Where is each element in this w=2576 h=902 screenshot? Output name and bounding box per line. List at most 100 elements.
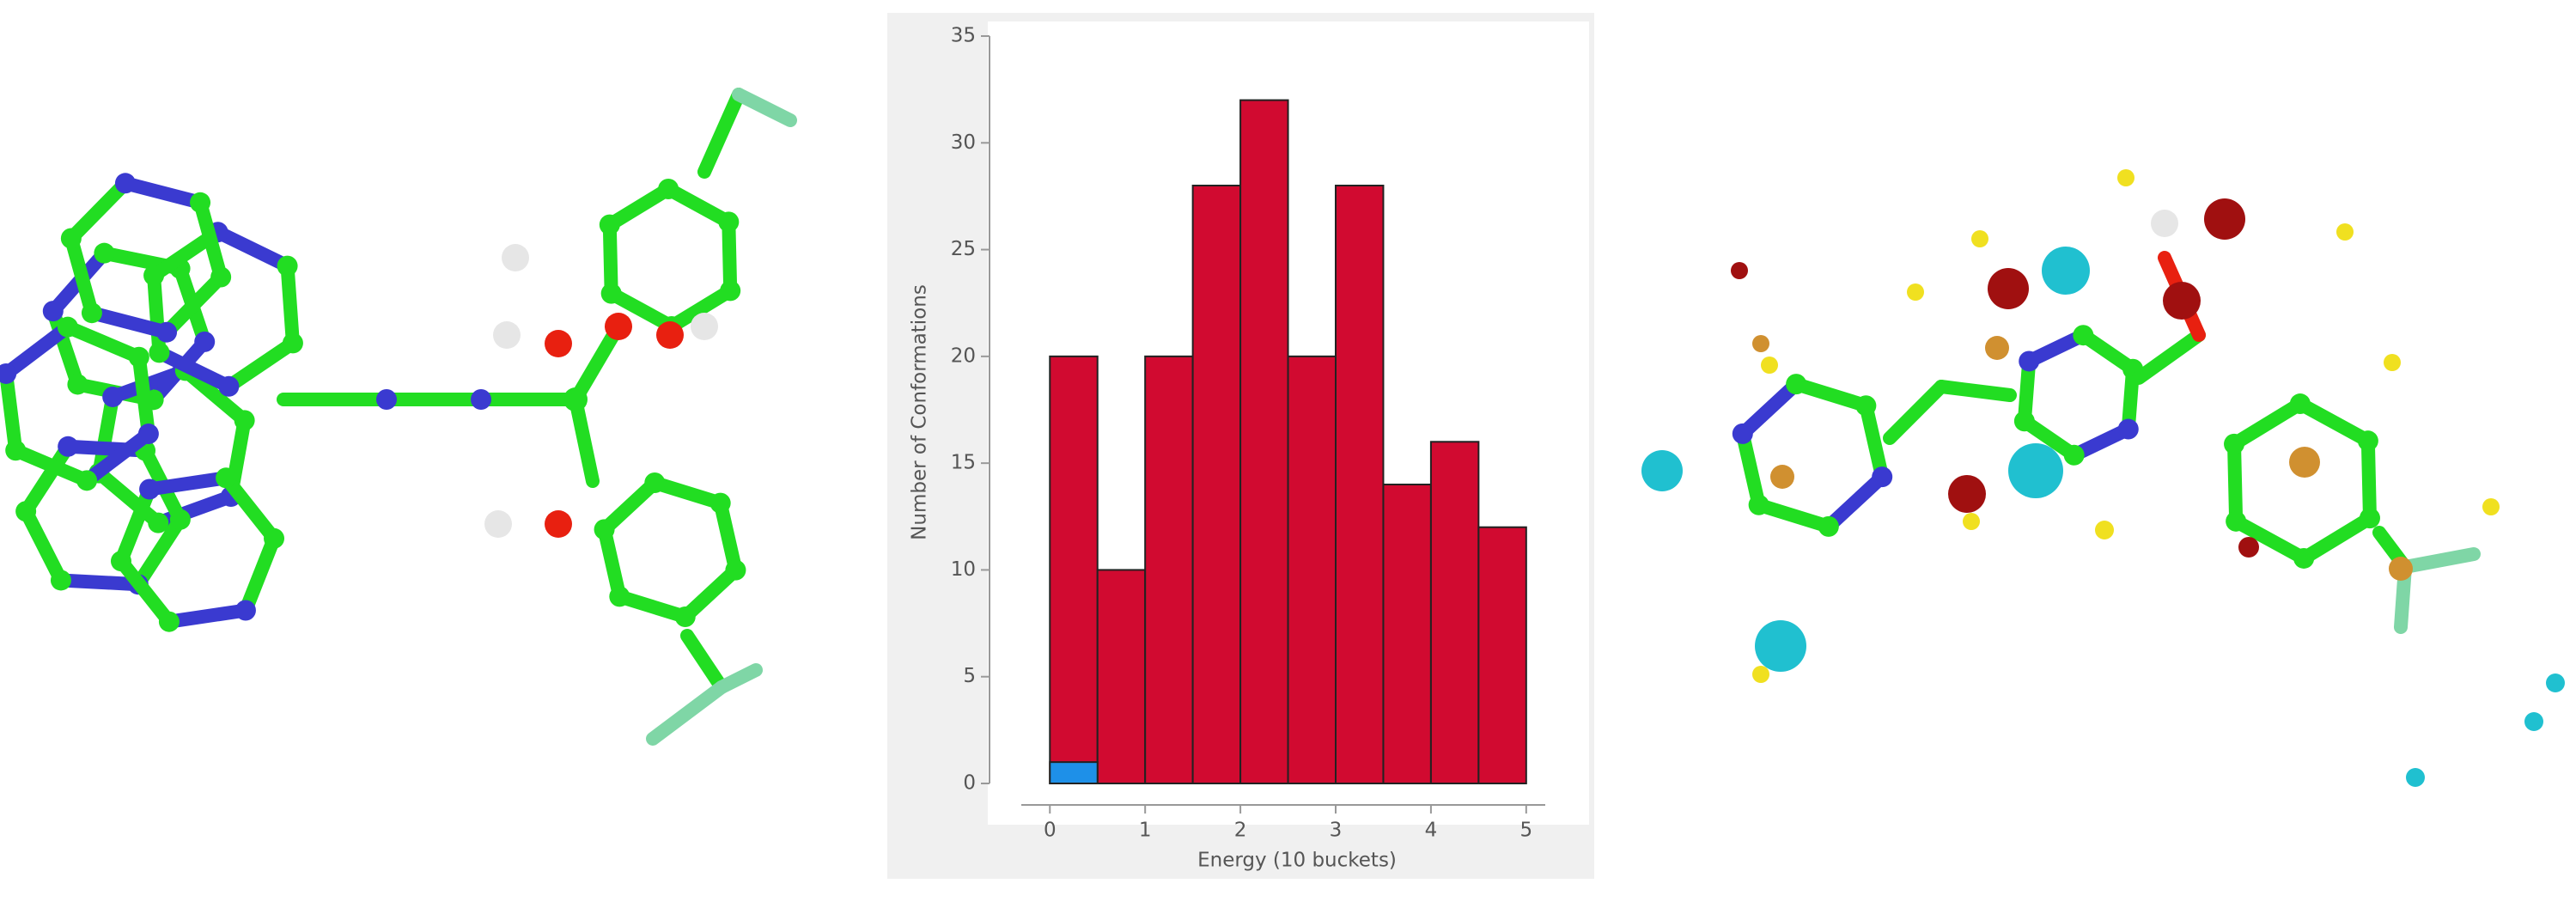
bond xyxy=(648,475,728,510)
atom xyxy=(1971,230,1988,247)
atom xyxy=(156,321,178,343)
atom xyxy=(2073,325,2094,346)
bond xyxy=(147,268,167,360)
atom xyxy=(1872,466,1893,488)
y-tick-label: 20 xyxy=(951,344,976,367)
atom xyxy=(2289,393,2311,415)
atom xyxy=(143,265,165,286)
atom xyxy=(658,179,679,200)
atom xyxy=(0,363,17,384)
molecules xyxy=(0,88,2565,787)
bond xyxy=(1883,380,1948,445)
y-tick-label: 5 xyxy=(963,665,976,687)
bond xyxy=(92,466,166,530)
atom xyxy=(67,374,88,395)
atom xyxy=(94,242,115,264)
x-tick-label: 5 xyxy=(1519,820,1532,842)
atom xyxy=(114,173,136,194)
bar xyxy=(1049,355,1099,784)
atom xyxy=(1748,494,1769,515)
bond xyxy=(113,554,176,629)
atom xyxy=(2293,547,2315,569)
atom xyxy=(1641,450,1683,491)
bond xyxy=(9,443,94,488)
bond xyxy=(46,304,85,392)
bond xyxy=(2293,397,2375,448)
bond xyxy=(680,629,728,694)
bond xyxy=(193,195,228,284)
bond xyxy=(152,345,236,393)
atom xyxy=(471,389,491,410)
y-tick-label: 30 xyxy=(951,131,976,154)
atom xyxy=(149,342,170,363)
atom xyxy=(2095,521,2114,539)
bond xyxy=(2297,511,2377,565)
bond xyxy=(1821,470,1890,533)
atom xyxy=(137,424,159,445)
atom xyxy=(1761,357,1778,374)
atom xyxy=(2226,510,2247,532)
bond xyxy=(713,496,743,577)
atom xyxy=(234,410,255,431)
x-axis-title: Energy (10 buckets) xyxy=(1197,850,1397,872)
atom xyxy=(2238,537,2259,558)
atom xyxy=(502,244,529,271)
bar xyxy=(1191,185,1242,784)
bond xyxy=(2398,547,2481,574)
atom xyxy=(720,280,741,302)
bond xyxy=(2227,436,2244,528)
atom xyxy=(709,492,731,514)
x-tick-label: 3 xyxy=(1330,820,1343,842)
bond xyxy=(143,471,234,497)
bond xyxy=(19,504,68,588)
bond xyxy=(222,336,300,393)
atom xyxy=(2359,508,2380,529)
bond xyxy=(664,283,738,333)
bond xyxy=(1751,497,1836,533)
bond xyxy=(569,393,600,488)
atom xyxy=(2384,354,2401,371)
bond xyxy=(661,182,736,229)
bond xyxy=(1789,377,1873,413)
atom xyxy=(1985,336,2009,360)
bond xyxy=(210,225,295,273)
bar xyxy=(1096,569,1147,785)
atom xyxy=(1752,666,1769,683)
bond xyxy=(612,589,692,625)
bar xyxy=(1049,761,1099,785)
atom xyxy=(725,559,746,581)
atom xyxy=(148,512,169,533)
atom xyxy=(58,436,79,457)
atom xyxy=(102,387,124,408)
bond xyxy=(1859,399,1890,485)
bond xyxy=(60,320,146,364)
atom xyxy=(1963,513,1980,530)
atom xyxy=(2289,447,2320,478)
atom xyxy=(15,501,37,522)
atom xyxy=(2042,247,2090,295)
bar xyxy=(1477,526,1527,784)
atom xyxy=(599,214,620,235)
bond xyxy=(238,531,282,618)
atom xyxy=(282,332,303,354)
atom xyxy=(2151,210,2178,237)
atom xyxy=(128,346,149,368)
atom xyxy=(1755,620,1806,672)
atom xyxy=(609,586,630,607)
bond xyxy=(2229,514,2311,565)
bond xyxy=(19,439,76,519)
y-tick-label: 15 xyxy=(951,452,976,474)
atom xyxy=(545,510,572,538)
y-tick-label: 35 xyxy=(951,25,976,47)
atom xyxy=(50,570,71,591)
atom xyxy=(57,316,78,338)
atom xyxy=(169,509,191,530)
bond xyxy=(597,475,662,537)
atom xyxy=(218,375,240,397)
atom xyxy=(1786,374,1807,395)
bond xyxy=(722,215,738,298)
bond xyxy=(64,176,132,246)
bond xyxy=(92,390,120,480)
bond xyxy=(131,512,187,592)
